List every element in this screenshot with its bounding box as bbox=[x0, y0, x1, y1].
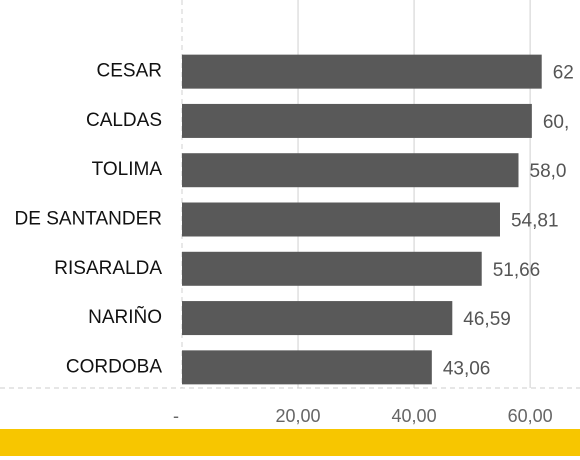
footer-band bbox=[0, 429, 580, 456]
value-label: 60, bbox=[543, 112, 569, 133]
y-tick-label: TOLIMA bbox=[92, 159, 163, 180]
y-tick-label: CALDAS bbox=[86, 110, 162, 131]
x-tick-label: - bbox=[173, 406, 179, 426]
y-tick-label: DE SANTANDER bbox=[15, 209, 162, 230]
value-label: 62 bbox=[553, 63, 574, 84]
value-label: 46,59 bbox=[463, 309, 511, 330]
value-label: 51,66 bbox=[493, 260, 541, 281]
bar bbox=[182, 103, 532, 138]
x-tick-label: 40,00 bbox=[392, 406, 437, 426]
bar bbox=[182, 251, 482, 286]
value-label: 43,06 bbox=[443, 358, 491, 379]
y-tick-label: CESAR bbox=[97, 61, 162, 82]
y-tick-label: RISARALDA bbox=[54, 258, 162, 279]
bar bbox=[182, 54, 542, 89]
y-tick-label: CORDOBA bbox=[66, 356, 162, 377]
bar bbox=[182, 301, 453, 336]
bar bbox=[182, 153, 519, 188]
x-tick-label: 20,00 bbox=[276, 406, 321, 426]
value-label: 54,81 bbox=[511, 211, 559, 232]
bar bbox=[182, 202, 500, 237]
x-tick-label: 60,00 bbox=[508, 406, 553, 426]
bar bbox=[182, 350, 432, 385]
value-label: 58,0 bbox=[530, 161, 567, 182]
y-tick-label: NARIÑO bbox=[88, 306, 162, 328]
